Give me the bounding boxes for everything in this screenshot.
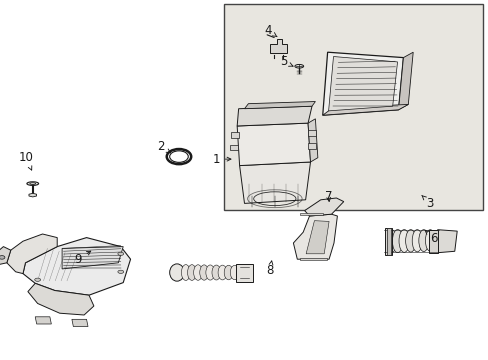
Polygon shape xyxy=(270,39,286,53)
Ellipse shape xyxy=(35,278,41,282)
Bar xyxy=(307,143,315,149)
Polygon shape xyxy=(7,234,57,274)
Ellipse shape xyxy=(218,265,226,280)
Text: 10: 10 xyxy=(19,151,33,170)
Text: 7: 7 xyxy=(324,190,332,203)
Polygon shape xyxy=(307,119,317,162)
Ellipse shape xyxy=(193,265,202,280)
Bar xyxy=(229,145,237,150)
Polygon shape xyxy=(328,57,397,111)
Polygon shape xyxy=(304,198,343,216)
Bar xyxy=(299,258,326,260)
Ellipse shape xyxy=(118,252,123,256)
Text: 8: 8 xyxy=(265,261,273,277)
Polygon shape xyxy=(62,247,123,269)
Ellipse shape xyxy=(411,230,422,252)
Ellipse shape xyxy=(385,230,396,253)
Polygon shape xyxy=(23,238,130,295)
Bar xyxy=(299,213,323,215)
Polygon shape xyxy=(237,106,311,126)
Ellipse shape xyxy=(425,230,434,251)
Polygon shape xyxy=(437,230,456,253)
Polygon shape xyxy=(322,52,403,115)
Bar xyxy=(386,228,390,255)
Ellipse shape xyxy=(418,230,428,252)
Polygon shape xyxy=(293,214,337,259)
Bar xyxy=(224,4,482,210)
Polygon shape xyxy=(35,317,51,324)
Ellipse shape xyxy=(181,265,190,280)
Polygon shape xyxy=(398,52,412,110)
Ellipse shape xyxy=(0,256,5,259)
Ellipse shape xyxy=(27,182,39,185)
Ellipse shape xyxy=(294,64,303,68)
Ellipse shape xyxy=(118,270,123,274)
Polygon shape xyxy=(28,283,94,315)
Ellipse shape xyxy=(224,265,233,280)
Ellipse shape xyxy=(169,264,184,281)
Polygon shape xyxy=(239,162,310,203)
Polygon shape xyxy=(0,247,11,265)
Ellipse shape xyxy=(211,265,221,280)
Text: 5: 5 xyxy=(279,55,292,68)
Polygon shape xyxy=(305,221,328,254)
Text: 2: 2 xyxy=(157,140,170,153)
Text: 9: 9 xyxy=(74,251,90,266)
Polygon shape xyxy=(29,193,37,197)
Ellipse shape xyxy=(398,230,408,252)
Polygon shape xyxy=(72,319,88,327)
Ellipse shape xyxy=(205,265,214,280)
Ellipse shape xyxy=(230,265,239,280)
Polygon shape xyxy=(235,264,252,282)
Ellipse shape xyxy=(30,183,36,184)
Bar xyxy=(307,130,315,136)
Ellipse shape xyxy=(187,265,196,280)
Polygon shape xyxy=(237,123,310,166)
Ellipse shape xyxy=(391,230,402,253)
Ellipse shape xyxy=(199,265,208,280)
Text: 3: 3 xyxy=(421,195,433,210)
Text: 4: 4 xyxy=(264,24,276,37)
Bar xyxy=(230,132,238,138)
Polygon shape xyxy=(428,230,437,253)
Polygon shape xyxy=(244,102,315,109)
Text: 1: 1 xyxy=(212,153,230,166)
Text: 6: 6 xyxy=(424,230,437,245)
Ellipse shape xyxy=(405,230,415,252)
Polygon shape xyxy=(385,228,391,255)
Polygon shape xyxy=(322,104,407,115)
